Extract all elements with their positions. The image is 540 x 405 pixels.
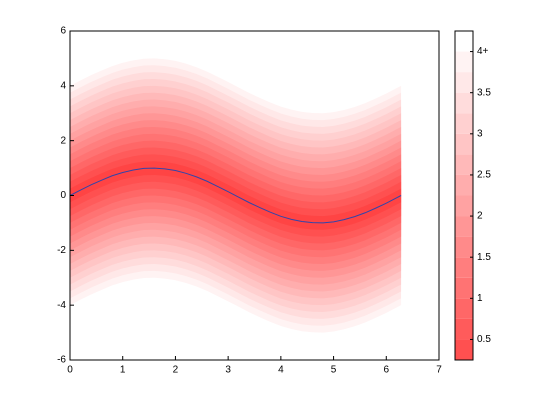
colorbar-band <box>455 195 473 217</box>
colorbar-band <box>455 236 473 258</box>
y-tick-label: -4 <box>57 300 66 311</box>
colorbar-band <box>455 318 473 340</box>
y-tick-label: 2 <box>60 135 66 146</box>
colorbar-tick-label: 0.5 <box>477 334 491 345</box>
y-tick-label: 4 <box>60 80 66 91</box>
y-tick-label: 0 <box>60 190 66 201</box>
x-tick-label: 1 <box>120 365 126 376</box>
colorbar-band <box>455 298 473 319</box>
colorbar-band <box>455 154 473 175</box>
colorbar-tick-label: 1.5 <box>477 252 491 263</box>
x-tick-label: 2 <box>173 365 179 376</box>
colorbar-band <box>455 257 473 278</box>
colorbar-band <box>455 72 473 93</box>
colorbar-tick-label: 3 <box>477 128 483 139</box>
y-tick-label: -2 <box>57 245 66 256</box>
colorbar-frame <box>454 30 474 361</box>
colorbar-band <box>455 31 473 52</box>
x-tick-label: 6 <box>384 365 390 376</box>
x-tick-label: 7 <box>436 365 442 376</box>
colorbar-band <box>455 133 473 155</box>
colorbar-tick-label: 3.5 <box>477 87 491 98</box>
y-tick-label: 6 <box>60 26 66 37</box>
colorbar-tick-label: 4+ <box>477 46 489 57</box>
colorbar-band <box>455 51 473 73</box>
colorbar-band <box>455 216 473 237</box>
x-tick-label: 4 <box>278 365 284 376</box>
colorbar-tick-label: 2 <box>477 211 483 222</box>
x-tick-label: 3 <box>225 365 231 376</box>
colorbar-tick-label: 1 <box>477 293 483 304</box>
colorbar-band <box>455 113 473 134</box>
colorbar-band <box>455 92 473 114</box>
x-tick-label: 5 <box>331 365 337 376</box>
x-tick-label: 0 <box>67 365 73 376</box>
y-tick-label: -6 <box>57 355 66 366</box>
colorbar-band <box>455 174 473 196</box>
colorbar-tick-label: 2.5 <box>477 170 491 181</box>
colorbar-band <box>455 277 473 299</box>
colorbar-band <box>455 339 473 360</box>
mean-line <box>69 167 402 224</box>
